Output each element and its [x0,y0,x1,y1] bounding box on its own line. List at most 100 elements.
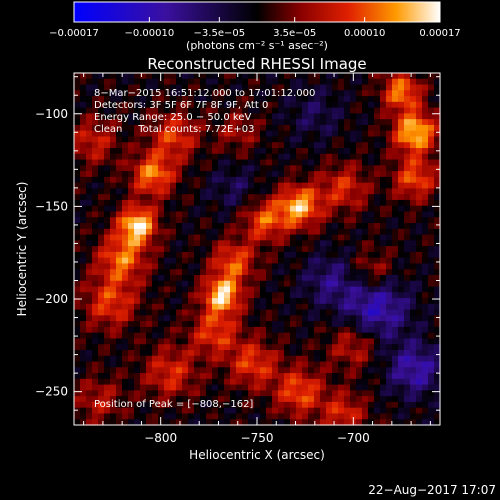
heatmap-cell [344,182,351,190]
heatmap-cell [290,223,297,230]
heatmap-cell [80,361,87,368]
heatmap-cell [140,355,147,363]
heatmap-cell [272,101,279,109]
heatmap-cell [356,413,363,420]
heatmap-cell [212,355,219,363]
heatmap-cell [326,96,333,103]
heatmap-cell [218,378,225,386]
heatmap-cell [254,251,261,259]
heatmap-cell [338,373,345,380]
heatmap-cell [314,269,321,276]
heatmap-cell [206,413,213,420]
heatmap-cell [362,130,369,138]
heatmap-cell [398,142,405,149]
heatmap-cell [140,234,147,241]
heatmap-cell [296,344,303,351]
heatmap-cell [122,332,129,340]
heatmap-cell [176,378,183,386]
heatmap-cell [194,107,201,114]
heatmap-cell [242,194,249,201]
heatmap-cell [320,211,327,218]
heatmap-cell [416,269,423,276]
heatmap-cell [170,246,177,253]
heatmap-cell [200,361,207,368]
heatmap-cell [386,246,393,253]
heatmap-cell [332,153,339,161]
heatmap-cell [350,182,357,190]
heatmap-cell [386,113,393,120]
heatmap-cell [326,326,333,334]
heatmap-cell [230,263,237,270]
heatmap-cell [140,407,147,415]
heatmap-cell [386,344,393,351]
heatmap-cell [368,390,375,397]
heatmap-cell [260,90,267,97]
heatmap-cell [422,257,429,265]
heatmap-cell [254,90,261,97]
heatmap-cell [218,124,225,132]
heatmap-cell [134,349,141,357]
heatmap-cell [362,326,369,334]
heatmap-cell [398,390,405,397]
heatmap-cell [374,205,381,213]
heatmap-cell [368,269,375,276]
heatmap-cell [392,321,399,328]
heatmap-cell [164,124,171,132]
heatmap-cell [290,194,297,201]
heatmap-cell [428,119,435,126]
heatmap-cell [368,378,375,386]
heatmap-cell [110,228,117,236]
heatmap-cell [182,349,189,357]
heatmap-cell [374,326,381,334]
heatmap-cell [224,113,231,120]
heatmap-cell [290,228,297,236]
heatmap-cell [98,355,105,363]
heatmap-cell [122,373,129,380]
heatmap-cell [428,153,435,161]
heatmap-cell [284,223,291,230]
heatmap-cell [236,315,243,322]
heatmap-cell [254,205,261,213]
heatmap-cell [260,182,267,190]
heatmap-cell [416,396,423,403]
heatmap-cell [416,361,423,368]
heatmap-cell [224,419,231,426]
heatmap-cell [260,130,267,138]
heatmap-cell [140,251,147,259]
heatmap-cell [278,159,285,166]
heatmap-cell [290,130,297,138]
heatmap-cell [134,384,141,391]
heatmap-cell [200,165,207,172]
heatmap-cell [248,303,255,311]
heatmap-cell [122,182,129,190]
heatmap-cell [104,407,111,415]
heatmap-cell [242,280,249,288]
heatmap-cell [146,280,153,288]
heatmap-cell [290,332,297,340]
heatmap-cell [152,315,159,322]
heatmap-cell [254,240,261,247]
heatmap-cell [92,401,99,409]
heatmap-cell [224,349,231,357]
heatmap-cell [194,251,201,259]
heatmap-cell [86,373,93,380]
heatmap-cell [224,228,231,236]
heatmap-cell [188,286,195,293]
heatmap-cell [392,413,399,420]
heatmap-cell [368,211,375,218]
heatmap-cell [314,326,321,334]
heatmap-cell [344,257,351,265]
heatmap-cell [218,292,225,299]
heatmap-cell [86,107,93,114]
heatmap-cell [218,90,225,97]
heatmap-cell [410,159,417,166]
heatmap-cell [272,188,279,195]
heatmap-cell [320,124,327,132]
heatmap-cell [242,373,249,380]
heatmap-cell [176,73,183,80]
heatmap-cell [206,217,213,224]
heatmap-cell [92,407,99,415]
heatmap-cell [230,153,237,161]
heatmap-cell [242,344,249,351]
heatmap-cell [314,124,321,132]
